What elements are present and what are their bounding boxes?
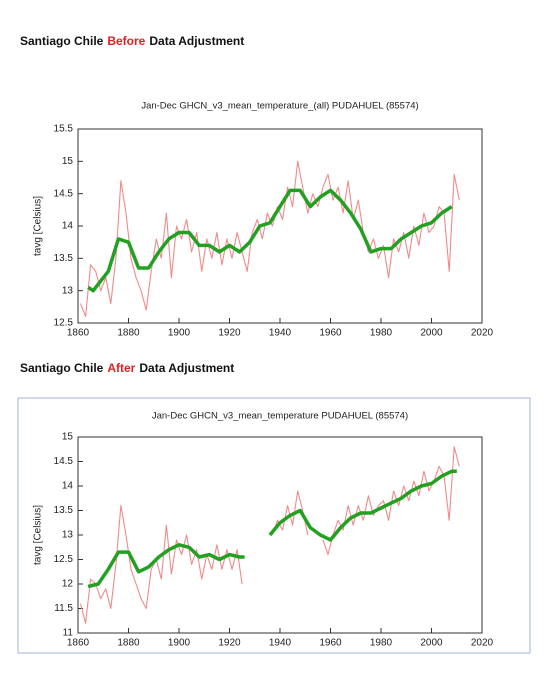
y-tick-label: 13	[62, 530, 74, 541]
x-tick-label: 1940	[269, 328, 292, 339]
heading-highlight: After	[107, 361, 136, 375]
x-tick-label: 1900	[168, 638, 191, 649]
y-tick-label: 11	[63, 628, 74, 639]
heading-text: Data Adjustment	[149, 34, 245, 48]
smoothed-line	[87, 469, 457, 589]
y-tick-label: 15	[62, 432, 74, 443]
x-tick-label: 1860	[67, 638, 90, 649]
x-tick-label: 2000	[420, 328, 443, 339]
x-tick-label: 1960	[319, 328, 342, 339]
y-tick-label: 14.5	[54, 188, 74, 199]
y-tick-label: 14	[62, 221, 74, 232]
y-tick-label: 15	[62, 156, 74, 167]
x-tick-label: 1980	[370, 638, 393, 649]
x-tick-label: 1940	[269, 638, 292, 649]
y-tick-label: 12	[62, 579, 74, 590]
plot-frame	[77, 436, 483, 634]
heading: Santiago Chile Before Data Adjustment	[20, 34, 244, 48]
x-tick-label: 1960	[319, 638, 342, 649]
x-tick-label: 1920	[218, 638, 241, 649]
y-tick-label: 12.5	[54, 318, 74, 329]
y-axis-label: tavg [Celsius]	[33, 196, 44, 256]
y-tick-label: 13	[62, 285, 74, 296]
x-tick-label: 1860	[67, 328, 90, 339]
x-tick-label: 1980	[370, 328, 393, 339]
y-tick-label: 13.5	[54, 253, 74, 264]
heading: Santiago Chile After Data Adjustment	[20, 361, 234, 375]
y-tick-label: 14.5	[54, 456, 74, 467]
y-tick-label: 15.5	[54, 124, 74, 135]
y-tick-label: 14	[62, 481, 74, 492]
heading-text: Data Adjustment	[139, 361, 235, 375]
y-tick-label: 12.5	[54, 554, 74, 565]
smoothed-line	[87, 188, 453, 293]
chart-title: Jan-Dec GHCN_v3_mean_temperature PUDAHUE…	[152, 411, 408, 422]
x-tick-label: 2020	[471, 638, 494, 649]
y-tick-label: 13.5	[54, 505, 74, 516]
heading-highlight: Before	[107, 34, 146, 48]
chart-title: Jan-Dec GHCN_v3_mean_temperature_(all) P…	[141, 101, 418, 112]
y-axis-label: tavg [Celsius]	[33, 505, 44, 565]
frame	[17, 397, 531, 654]
y-tick-label: 11.5	[54, 603, 73, 614]
x-tick-label: 1880	[117, 328, 140, 339]
heading-text: Santiago Chile	[20, 361, 104, 375]
x-tick-label: 1900	[168, 328, 191, 339]
x-tick-label: 1880	[117, 638, 140, 649]
x-tick-label: 2000	[420, 638, 443, 649]
heading-text: Santiago Chile	[20, 34, 104, 48]
x-tick-label: 2020	[471, 328, 494, 339]
x-tick-label: 1920	[218, 328, 241, 339]
plot-frame	[77, 128, 483, 324]
